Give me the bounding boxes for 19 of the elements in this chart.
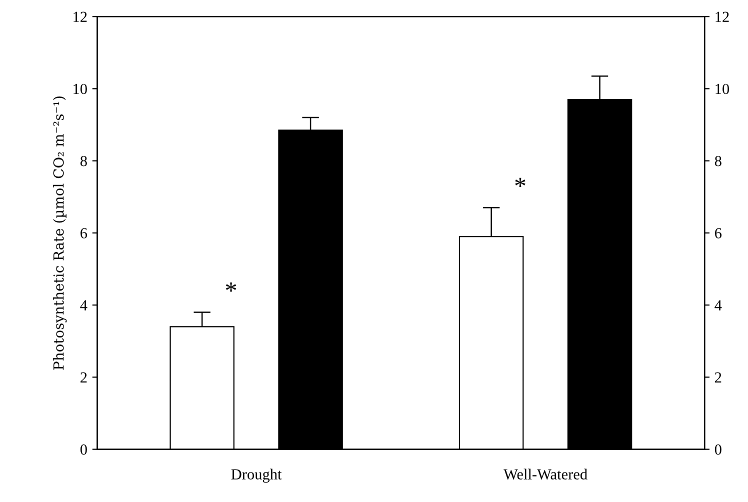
y-tick-label: 8 xyxy=(80,156,87,166)
y-tick-label: 12 xyxy=(74,12,87,22)
y-tick-label: 2 xyxy=(80,372,87,382)
x-tick-label: Drought xyxy=(231,468,282,483)
annotation: * xyxy=(226,282,236,292)
y2-tick-label: 10 xyxy=(716,84,730,94)
y2-tick-label: 6 xyxy=(714,228,722,238)
annotation: * xyxy=(515,178,526,188)
y-tick-label: 0 xyxy=(80,444,87,455)
y-tick-label: 10 xyxy=(74,84,87,94)
y2-tick-label: 12 xyxy=(716,12,729,22)
y2-tick-label: 4 xyxy=(714,300,722,310)
y2-tick-label: 2 xyxy=(715,372,722,382)
y-tick-label: 6 xyxy=(80,228,88,238)
x-tick-label: Well-Watered xyxy=(504,468,588,480)
y2-tick-label: 8 xyxy=(714,156,722,166)
y2-tick-label: 0 xyxy=(714,444,722,455)
y-tick-label: 4 xyxy=(80,300,88,310)
y-axis-title: Photosynthetic Rate (µmol CO₂ m⁻²s⁻¹) xyxy=(53,96,67,370)
